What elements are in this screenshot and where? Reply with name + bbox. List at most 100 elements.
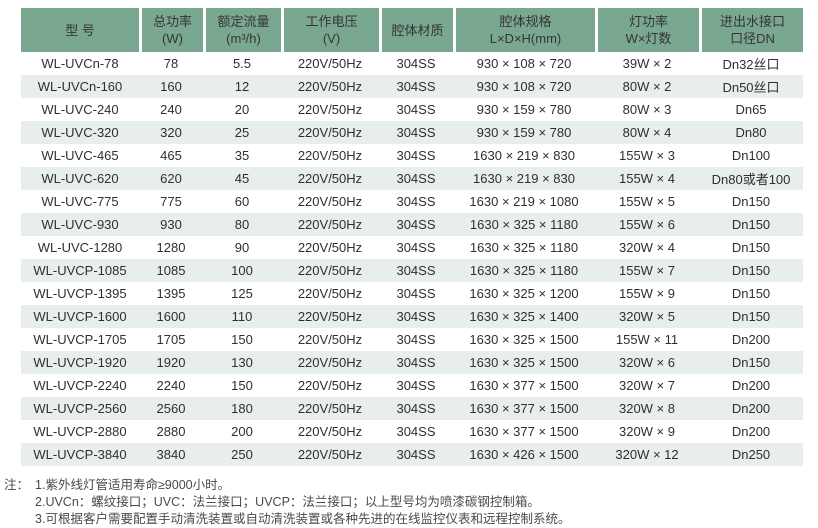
- table-cell: 320W × 12: [595, 443, 699, 466]
- table-cell: 304SS: [396, 332, 436, 347]
- footnote-items: 1.紫外线灯管适用寿命≥9000小时。 2.UVCn：螺纹接口；UVC：法兰接口…: [35, 477, 816, 528]
- table-cell: 304SS: [396, 240, 436, 255]
- table-cell: 2240: [156, 378, 186, 393]
- table-cell: 1630 × 325 × 1500: [453, 351, 595, 374]
- table-cell: 220V/50Hz: [297, 332, 363, 347]
- table-cell: 220V/50Hz: [297, 102, 363, 117]
- table-cell: WL-UVCP-3840: [21, 443, 139, 466]
- table-cell: Dn150: [731, 194, 771, 209]
- table-cell: WL-UVCP-1395: [33, 286, 127, 301]
- column-header: 灯功率 W×灯数: [595, 8, 699, 52]
- table-cell: 12: [203, 75, 281, 98]
- table-cell: 1630 × 325 × 1400: [453, 305, 595, 328]
- table-cell: 60: [234, 194, 250, 209]
- table-cell: 155W × 11: [615, 332, 679, 347]
- table-cell: 2560: [139, 397, 203, 420]
- table-cell: 220V/50Hz: [281, 259, 379, 282]
- product-spec-table: 型 号总功率 (W) 额定流量 (m³/h) 工作电压 (V) 腔体材质 腔体规格 L×D×H(…: [21, 8, 803, 466]
- table-row: WL-UVCP-1395 1395 125 220V/50Hz 304SS 1630 × …: [21, 282, 803, 305]
- column-header: 总功率 (W): [139, 8, 203, 52]
- table-row: WL-UVCP-2240 2240 150 220V/50Hz 304SS 1630 × …: [21, 374, 803, 397]
- header-row: 型 号总功率 (W) 额定流量 (m³/h) 工作电压 (V) 腔体材质 腔体规格 L×D×H(…: [21, 8, 803, 52]
- table-cell: Dn250: [699, 443, 803, 466]
- table-cell: 220V/50Hz: [281, 305, 379, 328]
- table-cell: WL-UVCP-1600: [21, 305, 139, 328]
- table-cell: 465: [160, 148, 182, 163]
- table-cell: 304SS: [379, 397, 453, 420]
- table-cell: 155W × 9: [618, 286, 675, 301]
- table-cell: 220V/50Hz: [297, 240, 363, 255]
- table-cell: 930: [139, 213, 203, 236]
- table-row: WL-UVCP-1085 1085 100 220V/50Hz 304SS 1630 × …: [21, 259, 803, 282]
- table-cell: 220V/50Hz: [281, 351, 379, 374]
- table-row: WL-UVC-320 320 25 220V/50Hz 304SS 930 × 159 ×…: [21, 121, 803, 144]
- footnote-line: 3.可根据客户需要配置手动清洗装置或自动清洗装置或各种先进的在线监控仪表和远程控…: [35, 512, 571, 526]
- table-cell: 304SS: [379, 75, 453, 98]
- table-cell: 160: [139, 75, 203, 98]
- table-cell: 304SS: [379, 305, 453, 328]
- table-cell: 304SS: [396, 194, 436, 209]
- table-cell: 78: [163, 56, 179, 71]
- footnote-line: 2.UVCn：螺纹接口；UVC：法兰接口；UVCP：法兰接口；以上型号均为喷漆碳…: [35, 495, 540, 509]
- table-cell: 1280: [156, 240, 186, 255]
- table-cell: WL-UVC-1280: [37, 240, 123, 255]
- table-cell: 320W × 6: [595, 351, 699, 374]
- table-cell: 304SS: [379, 213, 453, 236]
- table-cell: Dn200: [699, 397, 803, 420]
- table-cell: 1630 × 325 × 1180: [469, 240, 579, 255]
- table-cell: Dn150: [731, 286, 771, 301]
- table-row: WL-UVC-620 620 45 220V/50Hz 304SS 1630 × 219 …: [21, 167, 803, 190]
- table-cell: 1630 × 325 × 1500: [469, 332, 579, 347]
- table-cell: 1630 × 219 × 1080: [469, 194, 579, 209]
- table-row: WL-UVCP-3840 3840 250 220V/50Hz 304SS 1630 × …: [21, 443, 803, 466]
- table-cell: 220V/50Hz: [281, 213, 379, 236]
- table-row: WL-UVCP-2560 2560 180 220V/50Hz 304SS 1630 × …: [21, 397, 803, 420]
- column-header: 额定流量 (m³/h): [203, 8, 281, 52]
- table-cell: 20: [234, 102, 250, 117]
- table-cell: Dn150: [699, 259, 803, 282]
- table-cell: 304SS: [379, 167, 453, 190]
- table-row: WL-UVCn-160 160 12 220V/50Hz 304SS 930 × 108 …: [21, 75, 803, 98]
- table-cell: 304SS: [379, 259, 453, 282]
- table-cell: Dn200: [731, 424, 771, 439]
- table-cell: 304SS: [396, 102, 436, 117]
- table-cell: Dn32丝口: [722, 57, 780, 72]
- footnote-line: 1.紫外线灯管适用寿命≥9000小时。: [35, 478, 231, 492]
- table-cell: 320: [139, 121, 203, 144]
- column-header: 进出水接口 口径DN: [699, 8, 803, 52]
- table-cell: 130: [203, 351, 281, 374]
- table-cell: 1920: [139, 351, 203, 374]
- table-cell: 155W × 6: [595, 213, 699, 236]
- table-cell: 1600: [139, 305, 203, 328]
- table-cell: 155W × 5: [618, 194, 675, 209]
- table-cell: 320W × 7: [618, 378, 675, 393]
- table-row: WL-UVC-1280 1280 90 220V/50Hz 304SS 1630 × 32…: [21, 236, 803, 259]
- table-cell: 1705: [156, 332, 186, 347]
- table-cell: 220V/50Hz: [281, 167, 379, 190]
- table-row: WL-UVC-775 775 60 220V/50Hz 304SS 1630 × 219 …: [21, 190, 803, 213]
- table-cell: WL-UVCP-2240: [33, 378, 127, 393]
- table-cell: 1395: [156, 286, 186, 301]
- table-cell: Dn50丝口: [699, 75, 803, 98]
- table-row: WL-UVC-240 240 20 220V/50Hz 304SS 930 × 159 ×…: [21, 98, 803, 121]
- table-cell: 320W × 5: [595, 305, 699, 328]
- table-cell: 1630 × 325 × 1200: [469, 286, 579, 301]
- table-cell: 220V/50Hz: [297, 424, 363, 439]
- table-cell: 45: [203, 167, 281, 190]
- table-cell: WL-UVC-775: [41, 194, 119, 209]
- table-cell: WL-UVCP-2560: [21, 397, 139, 420]
- table-cell: 1630 × 219 × 830: [453, 167, 595, 190]
- table-cell: 1085: [139, 259, 203, 282]
- table-cell: Dn80或者100: [699, 167, 803, 190]
- table-cell: 1630 × 377 × 1500: [469, 378, 579, 393]
- table-cell: 930 × 159 × 780: [476, 102, 572, 117]
- table-cell: WL-UVCP-2880: [33, 424, 127, 439]
- table-cell: 220V/50Hz: [297, 148, 363, 163]
- table-cell: 304SS: [396, 424, 436, 439]
- table-cell: 320W × 8: [595, 397, 699, 420]
- table-cell: WL-UVCn-160: [21, 75, 139, 98]
- table-cell: WL-UVCP-1705: [33, 332, 127, 347]
- table-cell: 1630 × 325 × 1180: [453, 213, 595, 236]
- table-cell: 90: [234, 240, 250, 255]
- table-cell: 25: [203, 121, 281, 144]
